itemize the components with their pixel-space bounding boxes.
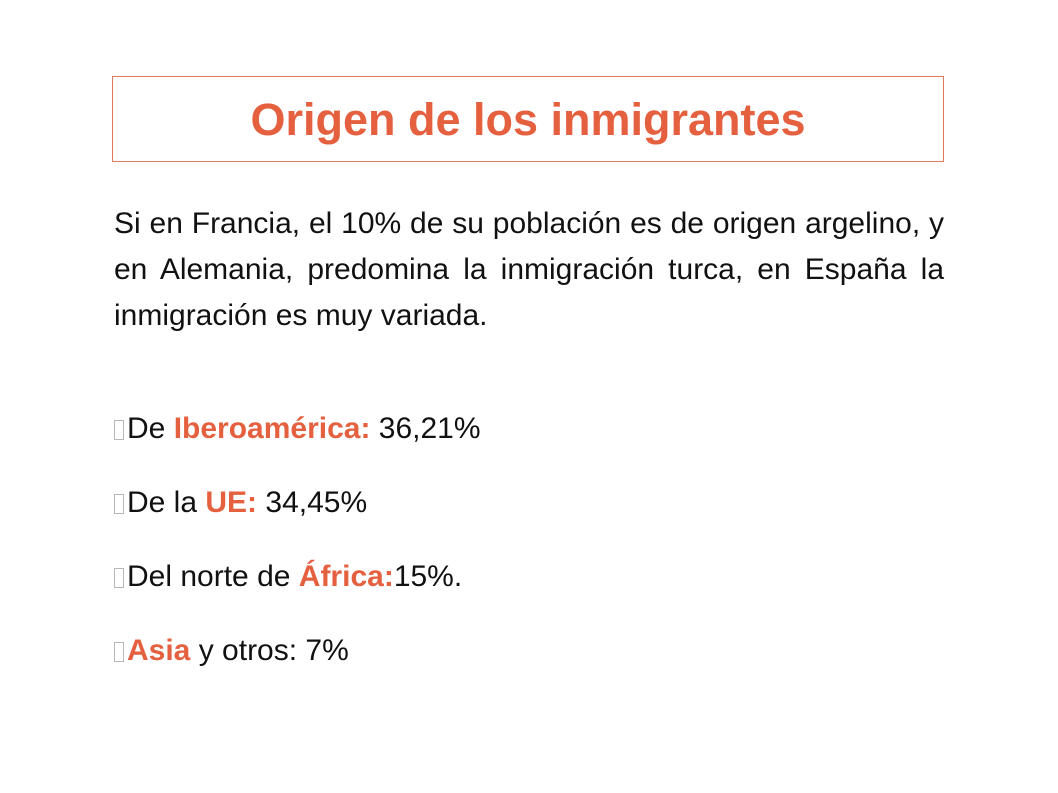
- title-box: Origen de los inmigrantes: [112, 76, 944, 162]
- bullet-value: 36,21%: [370, 412, 481, 445]
- bullet-value: y otros: 7%: [190, 634, 349, 667]
- list-item-ue: De la UE: 34,45%: [114, 480, 944, 554]
- bullet-region: Asia: [127, 634, 191, 667]
- list-item-iberoamerica: De Iberoamérica: 36,21%: [114, 406, 944, 480]
- missing-glyph-box-icon: [114, 420, 124, 440]
- missing-glyph-box-icon: [114, 494, 124, 514]
- bullet-region: UE:: [205, 486, 258, 519]
- bullet-prefix: Del norte de: [127, 560, 299, 593]
- missing-glyph-box-icon: [114, 568, 124, 588]
- bullet-prefix: De: [127, 412, 174, 445]
- intro-paragraph: Si en Francia, el 10% de su población es…: [114, 207, 944, 332]
- bullet-value: 34,45%: [257, 486, 368, 519]
- missing-glyph-box-icon: [114, 642, 124, 662]
- bullet-prefix: De la: [127, 486, 206, 519]
- bullet-region: Iberoamérica:: [173, 412, 371, 445]
- list-item-asia: Asia y otros: 7%: [114, 628, 944, 702]
- bullet-region: África:: [298, 560, 394, 593]
- origin-list: De Iberoamérica: 36,21% De la UE: 34,45%…: [114, 406, 944, 702]
- slide-title: Origen de los inmigrantes: [250, 93, 806, 145]
- bullet-value: 15%.: [393, 560, 463, 593]
- list-item-africa: Del norte de África:15%.: [114, 554, 944, 628]
